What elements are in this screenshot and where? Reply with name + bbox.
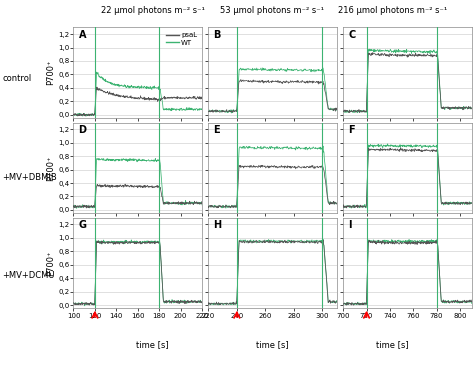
Y-axis label: P700⁺: P700⁺ [46,250,55,276]
Text: time [s]: time [s] [376,340,409,349]
Text: control: control [2,74,32,83]
Text: A: A [79,30,86,40]
Text: E: E [213,125,220,135]
Text: C: C [348,30,356,40]
Text: +MV+DBMIB: +MV+DBMIB [2,173,57,181]
Text: 216 μmol photons m⁻² s⁻¹: 216 μmol photons m⁻² s⁻¹ [338,6,447,15]
Text: time [s]: time [s] [256,340,288,349]
Text: 53 μmol photons m⁻² s⁻¹: 53 μmol photons m⁻² s⁻¹ [220,6,324,15]
Y-axis label: P700⁺: P700⁺ [46,155,55,181]
Text: F: F [348,125,355,135]
Text: +MV+DCMU: +MV+DCMU [2,271,55,280]
Text: B: B [213,30,221,40]
Text: I: I [348,220,352,230]
Y-axis label: P700⁺: P700⁺ [46,60,55,85]
Legend: psaL, WT: psaL, WT [165,31,199,47]
Text: G: G [79,220,87,230]
Text: 22 μmol photons m⁻² s⁻¹: 22 μmol photons m⁻² s⁻¹ [100,6,205,15]
Text: H: H [213,220,221,230]
Text: D: D [79,125,87,135]
Text: time [s]: time [s] [137,340,169,349]
